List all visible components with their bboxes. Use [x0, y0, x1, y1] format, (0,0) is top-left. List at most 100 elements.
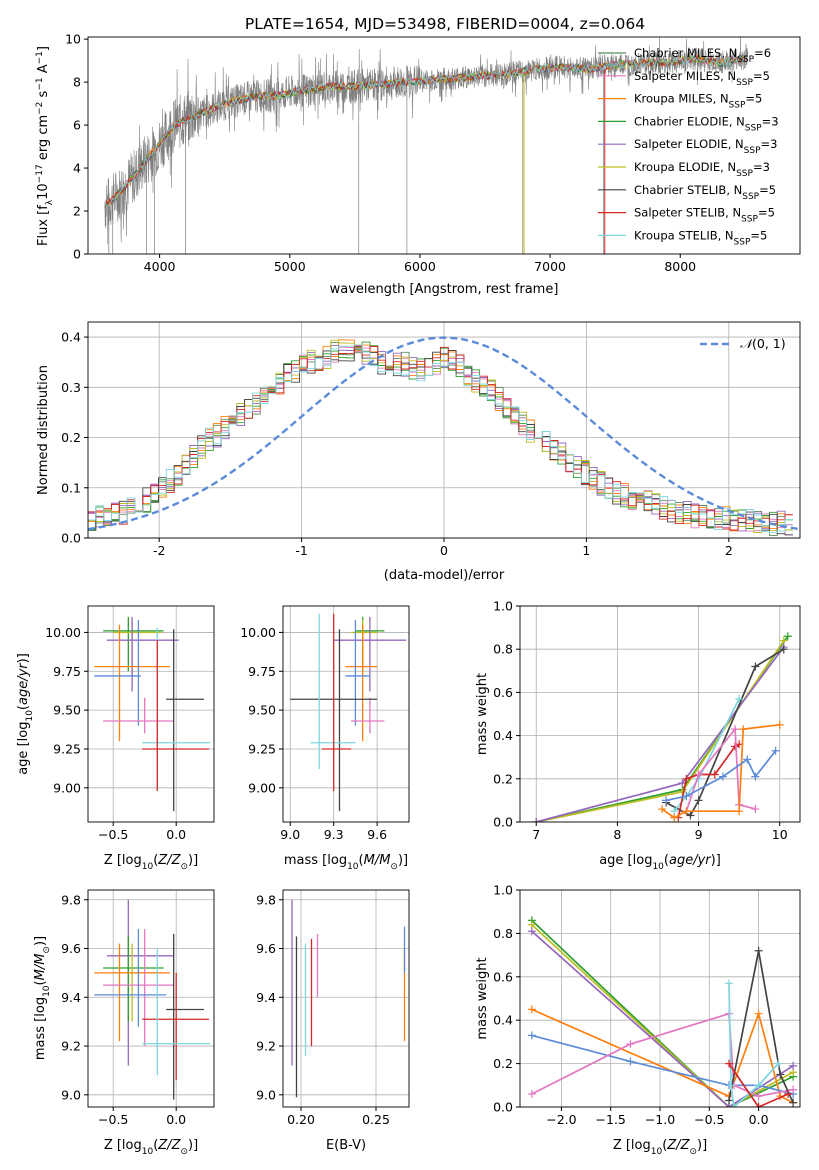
data-point-marker: [774, 1059, 783, 1068]
axes-frame: [519, 889, 801, 1108]
y-tick-label: 6: [73, 118, 81, 133]
y-axis-label: mass weight: [475, 673, 490, 755]
data-point-marker: [725, 1059, 734, 1068]
x-axis-label: age [log10(age/yr)]: [599, 853, 721, 872]
x-tick-label: 8: [613, 827, 621, 842]
x-tick-label: -1: [295, 543, 307, 558]
x-tick-label: 10: [772, 827, 788, 842]
y-axis-label: mass weight: [475, 957, 490, 1039]
data-point-marker: [527, 927, 536, 936]
mass-weight-vs-age-panel: 7 8 9 10 0.0 0.2 0.4 0.6 0.8 1.0 mass weight age [l…: [475, 599, 801, 872]
y-tick-label: 0.0: [61, 531, 81, 546]
data-point-marker: [527, 1031, 536, 1040]
x-tick-label: 7000: [534, 259, 566, 274]
data-point-marker: [735, 694, 744, 703]
x-tick-label: 0.0: [166, 1112, 186, 1127]
data-point-marker: [775, 720, 784, 729]
spectrum-plot-area: [104, 37, 749, 254]
mass-weight-line: [531, 1012, 794, 1098]
mass-weight-line: [531, 930, 794, 1107]
y-tick-label: 9.00: [248, 780, 276, 795]
y-tick-label: 9.00: [53, 780, 81, 795]
y-tick-label: 9.8: [61, 892, 81, 907]
x-tick-label: 0.25: [362, 1112, 390, 1127]
y-tick-label: 9.50: [53, 703, 81, 718]
y-tick-label: 0.3: [61, 380, 81, 395]
axes-frame: [282, 889, 410, 1108]
y-tick-label: 8: [73, 75, 81, 90]
data-point-marker: [658, 805, 667, 814]
y-tick-label: 9.75: [248, 664, 276, 679]
data-point-marker: [739, 725, 748, 734]
errorbar-plot-area: [94, 899, 211, 1100]
axes-frame: [87, 605, 215, 823]
line-plot-area: [532, 632, 792, 822]
legend-entry: Kroupa STELIB, NSSP=5: [634, 228, 767, 247]
y-tick-label: 9.50: [248, 703, 276, 718]
y-tick-label: 10.00: [45, 625, 81, 640]
x-tick-label: 8000: [664, 259, 696, 274]
y-tick-label: 0.4: [493, 1013, 513, 1028]
data-point-marker: [754, 1009, 763, 1018]
line-plot-area: [527, 916, 798, 1107]
age-vs-metallicity-panel: −0.5 0.0 9.00 9.25 9.50 9.75 10.00 Z [log10(Z/Z…: [16, 605, 215, 872]
mass-weight-line: [665, 750, 777, 802]
x-axis-label: Z [log10(Z/Z⊙)]: [104, 1138, 198, 1157]
residual-histogram-panel: -2 -1 0 1 2 0.0 0.1 0.2 0.3 0.4 𝒩(0, 1) (data-model…: [36, 321, 801, 583]
y-tick-label: 9.0: [256, 1087, 276, 1102]
data-point-marker: [754, 946, 763, 955]
x-tick-label: −2.0: [546, 1112, 576, 1127]
data-point-marker: [735, 807, 744, 816]
y-axis-label: Normed distribution: [36, 365, 51, 495]
y-tick-label: 0: [73, 247, 81, 262]
figure-title: PLATE=1654, MJD=53498, FIBERID=0004, z=0…: [245, 15, 645, 33]
data-point-marker: [725, 1096, 734, 1105]
data-point-marker: [771, 746, 780, 755]
data-point-marker: [789, 1085, 798, 1094]
y-tick-label: 0.2: [493, 771, 513, 786]
y-tick-label: 9.75: [53, 664, 81, 679]
x-tick-label: 4000: [144, 259, 176, 274]
x-tick-label: −0.5: [98, 827, 128, 842]
data-point-marker: [682, 792, 691, 801]
y-tick-label: 0.8: [493, 926, 513, 941]
legend-entry: Chabrier ELODIE, NSSP=3: [634, 114, 779, 133]
mass-weight-line: [728, 950, 794, 1104]
axes-frame: [87, 321, 801, 539]
data-point-marker: [731, 725, 740, 734]
x-tick-label: 9: [695, 827, 703, 842]
x-tick-label: 6000: [404, 259, 436, 274]
y-tick-label: 0.2: [61, 430, 81, 445]
x-tick-label: 2: [725, 543, 733, 558]
data-point-marker: [779, 645, 788, 654]
data-point-marker: [686, 811, 695, 820]
data-point-marker: [754, 1081, 763, 1090]
y-tick-label: 9.8: [256, 892, 276, 907]
data-point-marker: [626, 1057, 635, 1066]
mass-weight-line: [661, 723, 780, 819]
mass-weight-line: [531, 924, 794, 1107]
y-axis-label: Flux [fλ10−17 erg cm−2 s−1 A−1]: [35, 46, 55, 246]
mass-weight-line: [728, 1063, 789, 1107]
y-tick-label: 10: [65, 32, 81, 47]
data-point-marker: [670, 813, 679, 822]
data-point-marker: [789, 1061, 798, 1070]
y-tick-label: 0.6: [493, 969, 513, 984]
legend-entry: Salpeter MILES, NSSP=5: [634, 69, 770, 88]
y-axis-label: age [log10(age/yr)]: [16, 653, 35, 775]
data-point-marker: [527, 1005, 536, 1014]
x-axis-label: E(B-V): [326, 1138, 366, 1153]
mass-weight-line: [728, 983, 779, 1107]
y-tick-label: 0.0: [493, 1100, 513, 1115]
y-tick-label: 4: [73, 161, 81, 176]
x-axis-label: Z [log10(Z/Z⊙)]: [104, 853, 198, 872]
x-axis-label: (data-model)/error: [384, 568, 505, 583]
axes-frame: [87, 36, 801, 255]
y-tick-label: 1.0: [493, 883, 513, 898]
y-tick-label: 9.4: [256, 990, 276, 1005]
y-tick-label: 2: [73, 204, 81, 219]
mass-weight-vs-metallicity-panel: −2.0 −1.5 −1.0 −0.5 0.0 0.0 0.2 0.4 0.6 0.8 1.0 mas…: [475, 883, 801, 1157]
data-point-marker: [784, 1089, 793, 1098]
spectrum-panel: 4000 5000 6000 7000 8000 0 2 4 6 8 10 Chabrier MILE…: [35, 32, 801, 297]
